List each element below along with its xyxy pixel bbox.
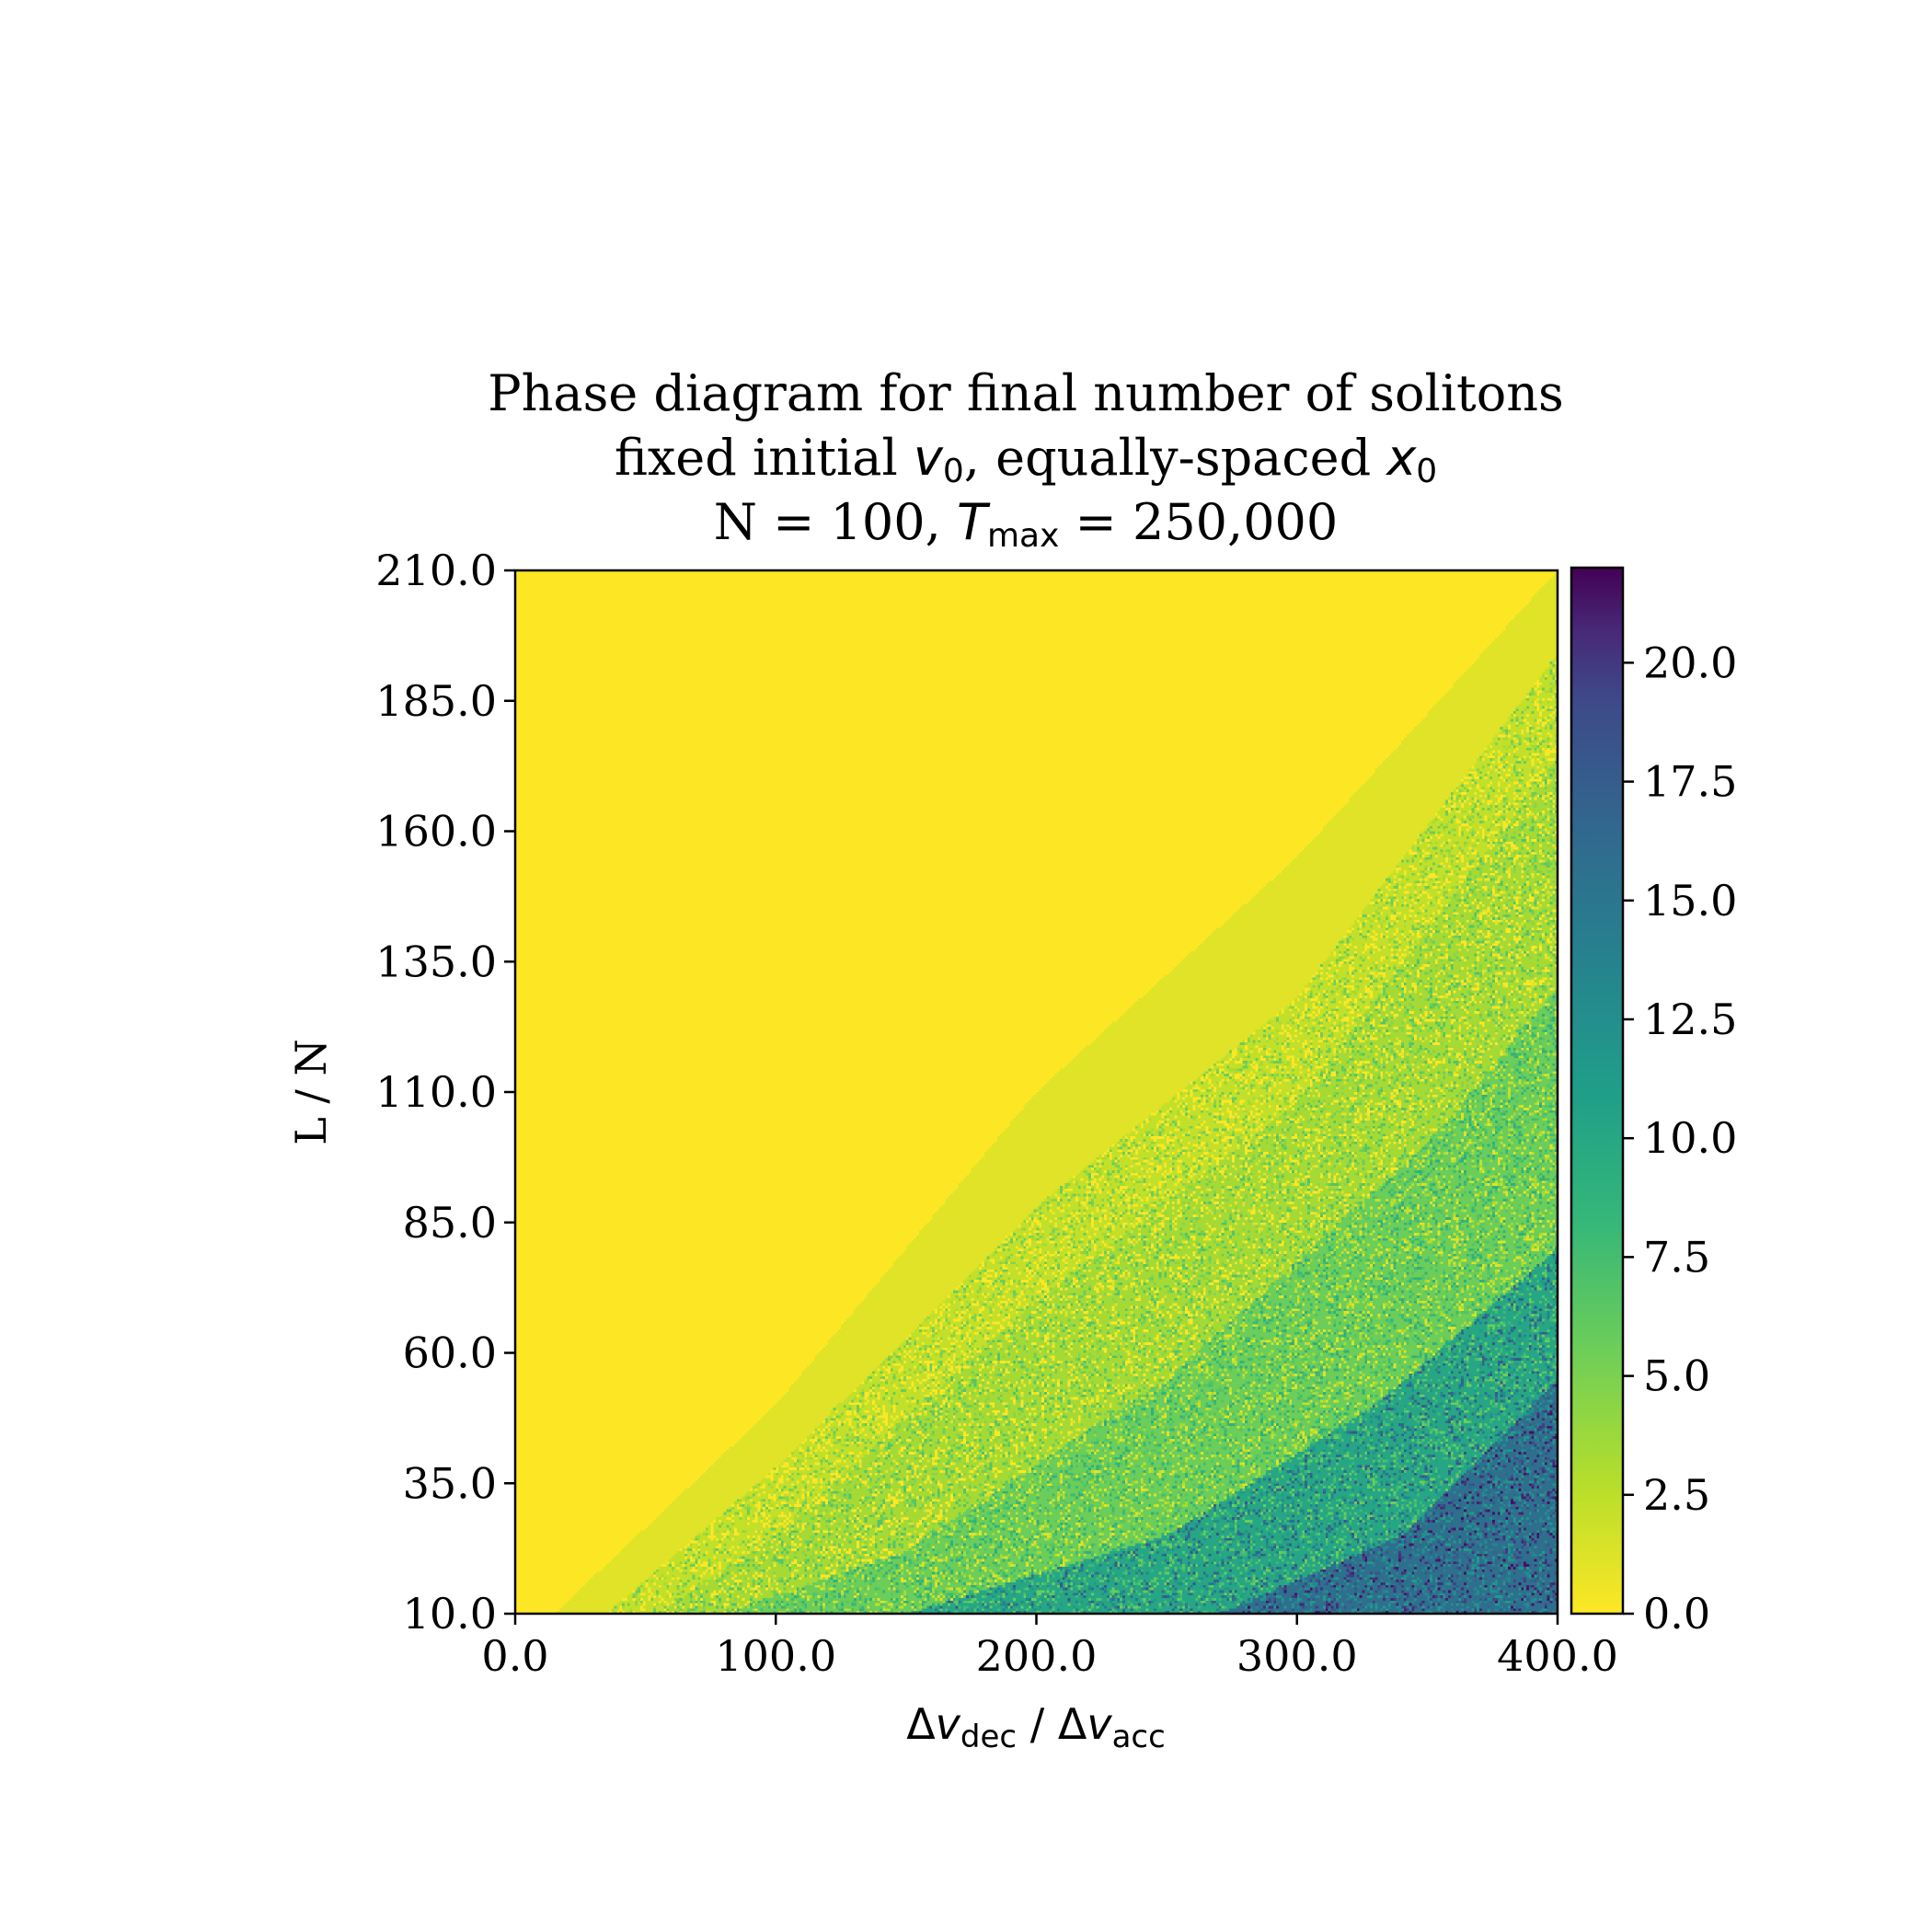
y-tick-label: 160.0 (375, 807, 497, 857)
y-tick-label: 110.0 (375, 1067, 497, 1117)
y-tick-label: 35.0 (403, 1458, 497, 1508)
colorbar-tick-label: 17.5 (1643, 757, 1737, 807)
colorbar-gradient (1570, 566, 1625, 1616)
colorbar-tick-label: 0.0 (1643, 1589, 1710, 1639)
heatmap-image (515, 570, 1558, 1614)
x-tick-label: 200.0 (976, 1631, 1098, 1681)
y-tick-label: 10.0 (403, 1589, 497, 1639)
colorbar-tick-label: 10.0 (1643, 1113, 1737, 1163)
x-axis: 0.0 100.0 200.0 300.0 400.0 (481, 1614, 1618, 1681)
colorbar-tick-label: 20.0 (1643, 638, 1737, 687)
y-axis: 10.0 35.0 60.0 85.0 110.0 135.0 160.0 185.0 210.… (375, 546, 515, 1639)
colorbar-tick-label: 12.5 (1643, 995, 1737, 1044)
y-tick-label: 210.0 (375, 546, 497, 595)
colorbar: 0.0 2.5 5.0 7.5 10.0 12.5 15.0 17.5 20.0 (1570, 566, 1737, 1639)
x-tick-label: 0.0 (481, 1631, 548, 1681)
y-tick-label: 85.0 (403, 1198, 497, 1248)
heatmap-area (513, 569, 1559, 1616)
x-tick-label: 300.0 (1236, 1631, 1358, 1681)
title-line-1: Phase diagram for final number of solito… (488, 364, 1563, 422)
x-tick-label: 100.0 (715, 1631, 836, 1681)
colorbar-tick-label: 5.0 (1643, 1351, 1710, 1401)
title-line-3: N = 100, Tmax = 250,000 (714, 493, 1339, 555)
colorbar-tick-label: 2.5 (1643, 1470, 1710, 1520)
x-tick-label: 400.0 (1497, 1631, 1618, 1681)
colorbar-tick-label: 7.5 (1643, 1232, 1710, 1282)
x-axis-label: Δvdec / Δvacc (906, 1699, 1166, 1755)
y-axis-label: L / N (286, 1039, 336, 1145)
y-tick-label: 60.0 (403, 1328, 497, 1378)
y-tick-label: 135.0 (375, 937, 497, 986)
colorbar-tick-label: 15.0 (1643, 876, 1737, 926)
chart-title: Phase diagram for final number of solito… (488, 364, 1563, 555)
y-tick-label: 185.0 (375, 676, 497, 726)
title-line-2: fixed initial v0, equally-spaced x0 (615, 429, 1437, 490)
colorbar-ticks: 0.0 2.5 5.0 7.5 10.0 12.5 15.0 17.5 20.0 (1623, 638, 1737, 1639)
